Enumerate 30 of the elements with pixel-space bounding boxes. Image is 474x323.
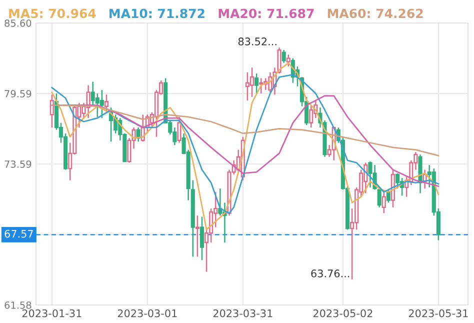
x-tick-label: 2023-05-02 [313,309,372,318]
x-tick-label: 2023-01-31 [22,309,82,318]
candlestick [382,191,386,214]
y-tick-label: 61.58 [4,301,32,309]
text: MA20: 71.687 [218,8,314,18]
candlestick [50,94,54,128]
candlestick [254,72,259,94]
candlestick [195,214,200,258]
candlestick [309,104,314,128]
x-tick-label: 2023-03-31 [213,309,272,318]
annotation: 63.76... [311,270,350,278]
candlestick [100,89,104,119]
candlestick [377,188,382,208]
x-tick-label: 2023-05-31 [408,309,468,318]
candlestick [177,116,182,144]
y-tick-label: 85.60 [4,19,32,27]
candlestick [250,66,254,98]
candlestick [104,94,109,114]
y-tick-label: 79.59 [4,90,32,98]
candlestick [395,172,400,190]
annotation: 83.52... [238,38,276,46]
text: MA60: 74.262 [328,8,423,18]
candlestick [386,189,390,204]
ref-line-label: 67.57 [4,230,33,238]
y-tick-label: 73.59 [4,160,32,168]
candlestick [200,216,204,261]
text: MA5: 70.964 [9,8,96,18]
text: MA10: 71.872 [110,8,204,18]
candlestick [282,49,286,64]
x-tick-label: 2023-03-01 [118,309,177,318]
